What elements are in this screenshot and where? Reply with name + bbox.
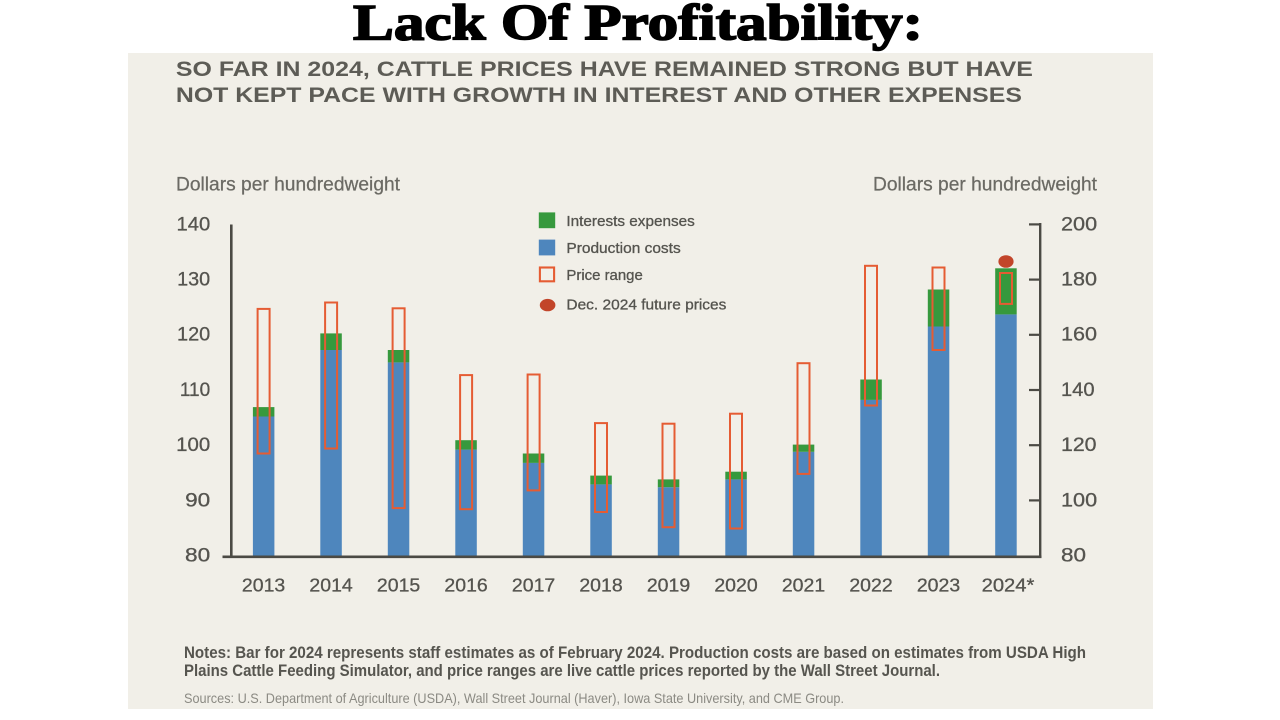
svg-text:Plains Cattle Feeding Simulato: Plains Cattle Feeding Simulator, and pri…	[184, 662, 940, 680]
svg-text:Production costs: Production costs	[566, 241, 680, 257]
svg-text:140: 140	[177, 214, 211, 235]
svg-text:140: 140	[1061, 380, 1095, 401]
svg-text:2022: 2022	[849, 574, 892, 595]
svg-text:2013: 2013	[242, 574, 285, 595]
svg-text:SO FAR IN 2024, CATTLE PRICES: SO FAR IN 2024, CATTLE PRICES HAVE REMAI…	[176, 58, 1033, 81]
svg-text:Price range: Price range	[566, 268, 642, 284]
svg-text:90: 90	[185, 490, 210, 511]
svg-text:120: 120	[1061, 435, 1097, 456]
svg-text:100: 100	[176, 435, 210, 456]
svg-text:2018: 2018	[579, 574, 622, 595]
svg-text:2019: 2019	[647, 574, 690, 595]
svg-text:2016: 2016	[444, 574, 487, 595]
svg-text:2020: 2020	[714, 574, 757, 595]
svg-text:Dollars per hundredweight: Dollars per hundredweight	[873, 174, 1098, 196]
svg-text:2015: 2015	[377, 574, 420, 595]
svg-text:80: 80	[1061, 546, 1086, 567]
svg-text:100: 100	[1061, 490, 1097, 511]
svg-text:2014: 2014	[309, 574, 352, 595]
svg-text:2017: 2017	[512, 574, 555, 595]
svg-text:2024*: 2024*	[982, 574, 1036, 595]
svg-text:Dollars per hundredweight: Dollars per hundredweight	[176, 174, 401, 196]
svg-text:Sources: U.S. Department of Ag: Sources: U.S. Department of Agriculture …	[184, 690, 844, 706]
svg-text:80: 80	[185, 546, 210, 567]
svg-text:2021: 2021	[782, 574, 825, 595]
svg-text:2023: 2023	[917, 574, 960, 595]
svg-text:180: 180	[1061, 270, 1097, 291]
svg-text:200: 200	[1061, 214, 1097, 235]
svg-text:Notes: Bar for 2024 represents: Notes: Bar for 2024 represents staff est…	[184, 644, 1086, 662]
svg-text:Dec. 2024 future prices: Dec. 2024 future prices	[566, 297, 726, 313]
svg-text:120: 120	[177, 325, 210, 346]
svg-text:110: 110	[180, 380, 210, 401]
svg-text:160: 160	[1061, 325, 1097, 346]
svg-text:Interests expenses: Interests expenses	[566, 214, 694, 230]
svg-text:NOT KEPT PACE WITH GROWTH IN I: NOT KEPT PACE WITH GROWTH IN INTEREST AN…	[176, 84, 1022, 107]
svg-text:130: 130	[177, 270, 210, 291]
svg-text:Lack Of Profitability:: Lack Of Profitability:	[353, 0, 923, 51]
